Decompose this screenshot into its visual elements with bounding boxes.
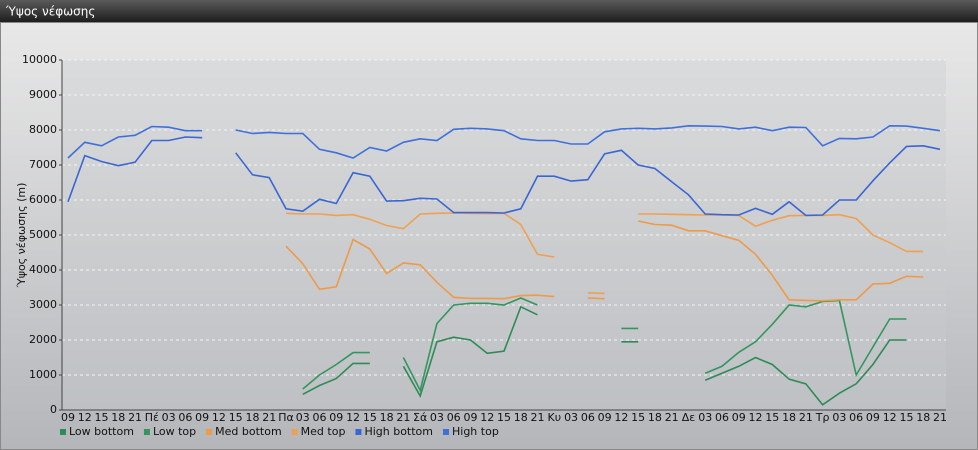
y-tick-label: 6000 bbox=[29, 193, 57, 206]
x-tick-label: 06 bbox=[178, 411, 192, 424]
y-tick-label: 0 bbox=[50, 403, 57, 416]
x-tick-label: 03 bbox=[162, 411, 176, 424]
x-tick-label: 03 bbox=[832, 411, 846, 424]
legend-label: Low top bbox=[153, 425, 196, 438]
x-tick-label: 09 bbox=[732, 411, 746, 424]
x-tick-label: 21 bbox=[396, 411, 410, 424]
x-tick-label: 21 bbox=[665, 411, 679, 424]
x-tick-label: 15 bbox=[631, 411, 645, 424]
series-line bbox=[67, 124, 941, 159]
legend-swatch bbox=[443, 429, 449, 435]
x-tick-label: 09 bbox=[866, 411, 880, 424]
x-tick-label: 21 bbox=[262, 411, 276, 424]
x-tick-label: 21 bbox=[933, 411, 947, 424]
x-tick-label: Κυ bbox=[548, 411, 562, 424]
x-tick-label: 06 bbox=[313, 411, 327, 424]
x-tick-label: 09 bbox=[195, 411, 209, 424]
series-line bbox=[302, 305, 907, 406]
y-tick-label: 1000 bbox=[29, 368, 57, 381]
x-tick-label: 12 bbox=[480, 411, 494, 424]
x-tick-label: 06 bbox=[581, 411, 595, 424]
chart-background bbox=[0, 22, 978, 450]
legend-swatch bbox=[143, 429, 150, 435]
x-tick-label: 15 bbox=[899, 411, 913, 424]
x-tick-label: 12 bbox=[749, 411, 763, 424]
x-tick-label: 03 bbox=[430, 411, 444, 424]
legend-label: Low bottom bbox=[69, 425, 134, 438]
x-tick-label: 12 bbox=[346, 411, 360, 424]
x-tick-label: 18 bbox=[245, 411, 259, 424]
x-tick-label: Δε bbox=[682, 411, 696, 424]
x-tick-label: 09 bbox=[329, 411, 343, 424]
legend-label: Med bottom bbox=[215, 425, 282, 438]
y-tick-label: 7000 bbox=[29, 158, 57, 171]
window-title: Ύψος νέφωσης bbox=[5, 5, 95, 19]
y-tick-label: 9000 bbox=[29, 88, 57, 101]
x-tick-label: 06 bbox=[849, 411, 863, 424]
x-tick-label: 06 bbox=[715, 411, 729, 424]
x-tick-label: 03 bbox=[296, 411, 310, 424]
x-tick-label: 18 bbox=[380, 411, 394, 424]
x-tick-label: 12 bbox=[883, 411, 897, 424]
legend-swatch bbox=[355, 429, 362, 435]
x-tick-label: 21 bbox=[128, 411, 142, 424]
x-tick-label: 09 bbox=[61, 411, 75, 424]
x-tick-label: Σά bbox=[413, 411, 427, 424]
x-tick-label: 18 bbox=[916, 411, 930, 424]
legend-label: High top bbox=[452, 425, 499, 438]
x-tick-label: 18 bbox=[648, 411, 662, 424]
legend-swatch bbox=[206, 429, 213, 435]
x-tick-label: 21 bbox=[799, 411, 813, 424]
y-axis-title: Ύψος νέφωσης (m) bbox=[15, 183, 28, 289]
x-tick-label: Πα bbox=[278, 411, 294, 424]
x-tick-label: 03 bbox=[698, 411, 712, 424]
x-tick-label: 21 bbox=[531, 411, 545, 424]
x-tick-label: 06 bbox=[447, 411, 461, 424]
x-tick-label: 09 bbox=[463, 411, 477, 424]
x-tick-label: 15 bbox=[95, 411, 109, 424]
y-tick-label: 5000 bbox=[29, 228, 57, 241]
legend-swatch bbox=[60, 429, 66, 435]
y-tick-label: 3000 bbox=[29, 298, 57, 311]
x-tick-label: 09 bbox=[598, 411, 612, 424]
y-tick-label: 4000 bbox=[29, 263, 57, 276]
x-tick-label: 18 bbox=[111, 411, 125, 424]
x-tick-label: 15 bbox=[229, 411, 243, 424]
series-line bbox=[285, 220, 924, 302]
x-tick-label: 15 bbox=[765, 411, 779, 424]
x-tick-label: 15 bbox=[363, 411, 377, 424]
x-tick-label: 12 bbox=[78, 411, 92, 424]
series-line bbox=[67, 136, 941, 217]
x-tick-label: 12 bbox=[212, 411, 226, 424]
x-tick-label: 18 bbox=[514, 411, 528, 424]
x-tick-label: 03 bbox=[564, 411, 578, 424]
series-line bbox=[302, 297, 907, 393]
title-bar bbox=[0, 0, 978, 22]
x-tick-label: 12 bbox=[614, 411, 628, 424]
y-tick-label: 8000 bbox=[29, 123, 57, 136]
x-tick-label: Πέ bbox=[145, 411, 159, 424]
series-line bbox=[285, 212, 924, 295]
legend-label: High bottom bbox=[364, 425, 433, 438]
legend-label: Med top bbox=[301, 425, 346, 438]
y-tick-label: 2000 bbox=[29, 333, 57, 346]
y-tick-label: 10000 bbox=[22, 53, 57, 66]
x-tick-label: Τρ bbox=[815, 411, 830, 424]
x-tick-label: 18 bbox=[782, 411, 796, 424]
x-tick-label: 15 bbox=[497, 411, 511, 424]
legend-swatch bbox=[291, 429, 298, 435]
